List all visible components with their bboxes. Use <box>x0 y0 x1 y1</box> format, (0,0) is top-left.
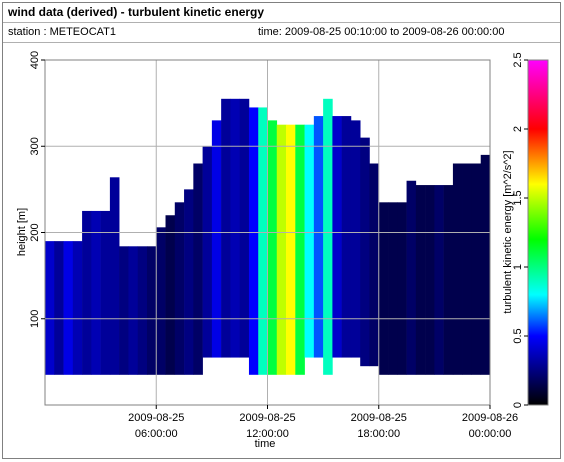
heat-cell <box>211 120 222 358</box>
y-axis-label: height [m] <box>16 208 28 256</box>
heat-cell <box>443 185 454 375</box>
heat-cell <box>137 246 148 375</box>
x-tick-label: 2009-08-25 12:00:00 <box>239 412 295 440</box>
heat-cell <box>471 163 482 375</box>
heat-cell <box>397 202 407 375</box>
x-tick-label: 2009-08-26 00:00:00 <box>462 412 518 440</box>
x-axis-label: time <box>255 438 276 450</box>
heat-cell <box>462 163 472 375</box>
heat-cell <box>184 189 194 375</box>
heat-cell <box>128 246 139 375</box>
chart-title: wind data (derived) - turbulent kinetic … <box>7 5 264 19</box>
heat-cell <box>480 154 491 375</box>
heat-cell <box>406 180 417 375</box>
heat-cell <box>388 202 398 375</box>
heat-cell <box>82 210 92 375</box>
colorbar <box>527 59 549 406</box>
y-tick-label: 100 <box>29 310 41 328</box>
heat-cell <box>341 116 352 358</box>
heat-cell <box>202 146 213 358</box>
heat-cell <box>239 98 250 358</box>
heat-cell <box>230 98 240 358</box>
heat-cell <box>258 107 268 375</box>
heat-cell <box>378 202 389 375</box>
heat-cell <box>425 185 435 375</box>
colorbar-tick-label: 1 <box>512 264 524 270</box>
heat-cell <box>434 185 444 375</box>
heat-cell <box>165 215 176 375</box>
x-tick-label: 2009-08-25 18:00:00 <box>351 412 407 440</box>
station: station : METEOCAT1 <box>8 26 116 38</box>
heat-cell <box>267 120 278 375</box>
y-tick-label: 400 <box>29 51 41 69</box>
heat-cell <box>304 124 315 358</box>
heat-cell <box>415 185 426 375</box>
heat-cell <box>156 227 166 375</box>
colorbar-tick-label: 1.5 <box>512 190 524 205</box>
heat-cell <box>63 241 74 375</box>
colorbar-tick-label: 0.5 <box>512 328 524 343</box>
heat-cell <box>193 163 203 375</box>
heat-cell <box>174 202 185 375</box>
heat-cell <box>369 163 380 367</box>
x-tick-label: 2009-08-25 06:00:00 <box>128 412 184 440</box>
heat-cell <box>54 241 64 375</box>
colorbar-label: turbulent kinetic energy [m^2/s^2] <box>502 150 514 313</box>
heat-cell <box>295 124 305 375</box>
heat-cell <box>332 116 342 358</box>
heat-cell <box>248 107 259 375</box>
time-range: time: 2009-08-25 00:10:00 to 2009-08-26 … <box>258 26 504 38</box>
heat-cell <box>360 137 370 367</box>
heat-cell <box>100 210 111 375</box>
heat-cell <box>313 116 324 358</box>
heat-cell <box>91 210 101 375</box>
heat-cell <box>286 124 296 375</box>
colorbar-tick-label: 2.5 <box>512 52 524 67</box>
heat-cell <box>350 120 361 358</box>
colorbar-tick-label: 2 <box>512 126 524 132</box>
heat-cell <box>323 98 333 375</box>
heat-cell <box>276 124 287 375</box>
heat-cell <box>146 246 157 375</box>
y-tick-label: 300 <box>29 137 41 155</box>
heat-cell <box>109 177 120 375</box>
colorbar-tick-label: 0 <box>512 402 524 408</box>
y-tick-label: 200 <box>29 223 41 241</box>
heat-cell <box>452 163 463 375</box>
heat-cell <box>45 241 55 375</box>
heat-cell <box>119 246 129 375</box>
heat-cell <box>72 241 83 375</box>
heat-cell <box>221 98 231 358</box>
